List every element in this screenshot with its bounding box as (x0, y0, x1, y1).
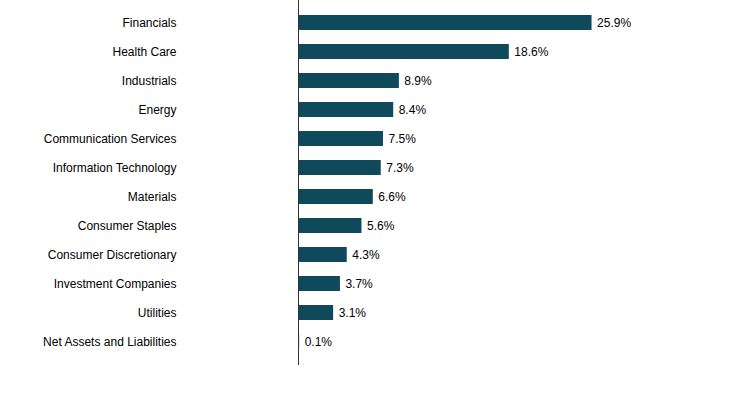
svg-text:Consumer Discretionary: Consumer Discretionary (48, 248, 177, 262)
svg-text:Utilities: Utilities (138, 306, 177, 320)
svg-text:7.5%: 7.5% (389, 132, 417, 146)
svg-text:8.4%: 8.4% (399, 103, 427, 117)
svg-text:5.6%: 5.6% (367, 219, 395, 233)
svg-text:8.9%: 8.9% (404, 74, 432, 88)
svg-text:Health Care: Health Care (112, 45, 176, 59)
svg-text:Financials: Financials (122, 16, 176, 30)
svg-text:Net Assets and Liabilities: Net Assets and Liabilities (43, 335, 176, 349)
svg-text:Energy: Energy (138, 103, 176, 117)
svg-text:18.6%: 18.6% (514, 45, 548, 59)
svg-text:Industrials: Industrials (122, 74, 177, 88)
svg-text:3.7%: 3.7% (345, 277, 373, 291)
svg-text:25.9%: 25.9% (597, 16, 631, 30)
svg-text:Information Technology: Information Technology (53, 161, 177, 175)
svg-text:3.1%: 3.1% (339, 306, 367, 320)
svg-text:Investment Companies: Investment Companies (54, 277, 177, 291)
svg-text:4.3%: 4.3% (352, 248, 380, 262)
svg-text:Materials: Materials (128, 190, 177, 204)
svg-text:7.3%: 7.3% (386, 161, 414, 175)
svg-text:6.6%: 6.6% (378, 190, 406, 204)
svg-text:Communication Services: Communication Services (44, 132, 177, 146)
svg-text:Consumer Staples: Consumer Staples (78, 219, 177, 233)
svg-text:0.1%: 0.1% (305, 335, 333, 349)
